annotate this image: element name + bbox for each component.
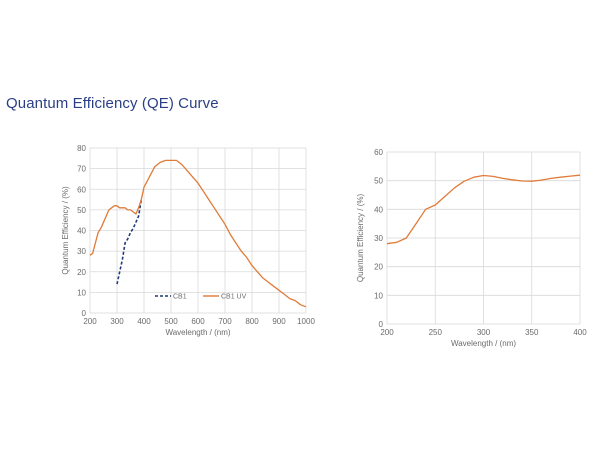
x-tick-label: 600: [191, 317, 205, 326]
x-tick-label: 400: [573, 328, 587, 337]
x-tick-label: 400: [137, 317, 151, 326]
page-title: Quantum Efficiency (QE) Curve: [6, 95, 219, 112]
x-tick-label: 1000: [297, 317, 315, 326]
legend-label: CB1: [173, 294, 187, 301]
x-axis-title: Wavelength / (nm): [451, 339, 516, 348]
x-axis-title: Wavelength / (nm): [165, 328, 230, 337]
x-tick-label: 350: [525, 328, 539, 337]
y-tick-label: 20: [77, 268, 86, 277]
y-axis-title: Quantum Efficiency / (%): [356, 194, 365, 283]
qe-chart-full-range: 0 10 20 30 40 50 60 70 80 200 300 400 500 600 700 800 90…: [61, 144, 315, 337]
y-tick-label: 30: [77, 247, 86, 256]
series-line-cb1: [116, 199, 143, 285]
y-tick-label: 40: [77, 227, 86, 236]
x-tick-label: 250: [429, 328, 443, 337]
x-tick-label: 300: [110, 317, 124, 326]
y-tick-label: 40: [374, 205, 383, 214]
y-tick-label: 50: [374, 177, 383, 186]
y-tick-label: 50: [77, 206, 86, 215]
legend-label: CB1 UV: [221, 294, 247, 301]
y-tick-label: 20: [374, 263, 383, 272]
y-tick-label: 80: [77, 144, 86, 153]
y-tick-label: 10: [374, 291, 383, 300]
y-tick-label: 10: [77, 288, 86, 297]
y-tick-label: 60: [77, 185, 86, 194]
y-tick-label: 0: [379, 320, 384, 329]
y-axis-title: Quantum Efficiency / (%): [61, 186, 70, 275]
x-tick-label: 200: [83, 317, 97, 326]
series-line-cb1-uv: [386, 174, 581, 245]
x-tick-label: 500: [164, 317, 178, 326]
y-tick-label: 0: [82, 309, 87, 318]
y-tick-label: 30: [374, 234, 383, 243]
series-line-cb1-uv: [89, 159, 307, 308]
qe-chart-uv-range: 0 10 20 30 40 50 60 200 250 300 350 400 Wavelength /…: [356, 148, 587, 348]
y-tick-label: 60: [374, 148, 383, 157]
y-tick-label: 70: [77, 165, 86, 174]
x-tick-label: 900: [272, 317, 286, 326]
x-tick-label: 700: [218, 317, 232, 326]
x-tick-label: 300: [477, 328, 491, 337]
x-tick-label: 800: [245, 317, 259, 326]
x-tick-label: 200: [380, 328, 394, 337]
